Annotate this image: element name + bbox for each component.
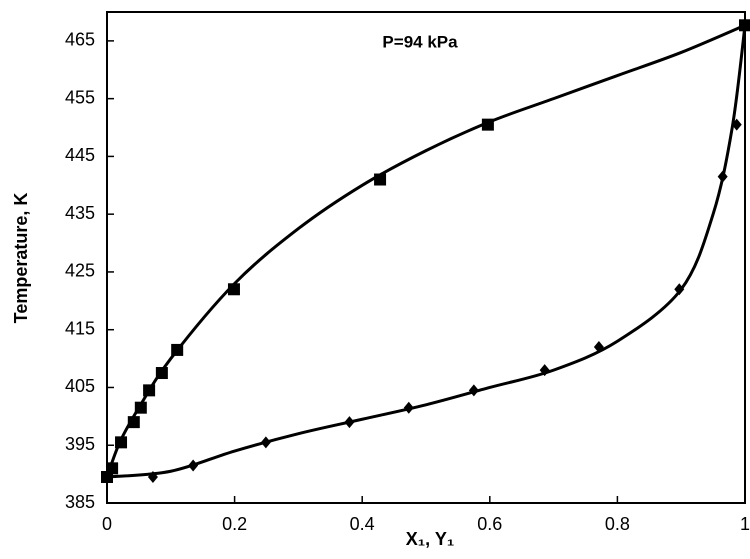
- diamond-marker: [147, 471, 158, 484]
- x-tick-label: 0.4: [350, 514, 375, 534]
- y-tick-label: 395: [65, 434, 95, 454]
- square-marker: [143, 384, 156, 397]
- square-marker: [127, 416, 140, 429]
- diamond-marker: [403, 401, 414, 414]
- square-marker: [481, 118, 494, 131]
- diamond-marker: [188, 459, 199, 472]
- diamond-marker: [468, 384, 479, 397]
- diamond-marker: [593, 341, 604, 354]
- diamond-marker: [740, 19, 750, 32]
- square-marker: [171, 343, 184, 356]
- square-marker: [227, 283, 240, 296]
- diamond-marker: [260, 436, 271, 449]
- diamond-marker: [102, 471, 112, 484]
- diamond-marker: [344, 416, 355, 429]
- x-tick-label: 0.6: [477, 514, 502, 534]
- y-tick-label: 445: [65, 145, 95, 165]
- square-marker: [374, 173, 387, 186]
- plot-frame: [106, 11, 746, 504]
- y-tick-label: 465: [65, 30, 95, 50]
- curve: [105, 23, 746, 478]
- x-tick-label: 0.2: [222, 514, 247, 534]
- square-marker: [106, 462, 119, 475]
- x-axis-label: X₁, Y₁: [406, 529, 455, 549]
- chart-title: P=94 kPa: [382, 32, 458, 51]
- y-axis-label: Temperature, K: [11, 193, 31, 324]
- y-tick-label: 425: [65, 261, 95, 281]
- x-tick-label: 0: [102, 514, 112, 534]
- y-tick-label: 455: [65, 87, 95, 107]
- y-tick-label: 415: [65, 318, 95, 338]
- y-tick-label: 405: [65, 376, 95, 396]
- x-tick-label: 1: [740, 514, 750, 534]
- square-marker: [155, 367, 168, 380]
- x-tick-label: 0.8: [605, 514, 630, 534]
- square-marker: [115, 436, 128, 449]
- diamond-marker: [539, 364, 550, 377]
- curve: [106, 25, 747, 479]
- square-marker: [134, 401, 147, 414]
- y-tick-label: 385: [65, 492, 95, 512]
- diamond-marker: [674, 283, 685, 296]
- diamond-marker: [717, 170, 728, 183]
- y-tick-label: 435: [65, 203, 95, 223]
- diamond-marker: [731, 118, 742, 131]
